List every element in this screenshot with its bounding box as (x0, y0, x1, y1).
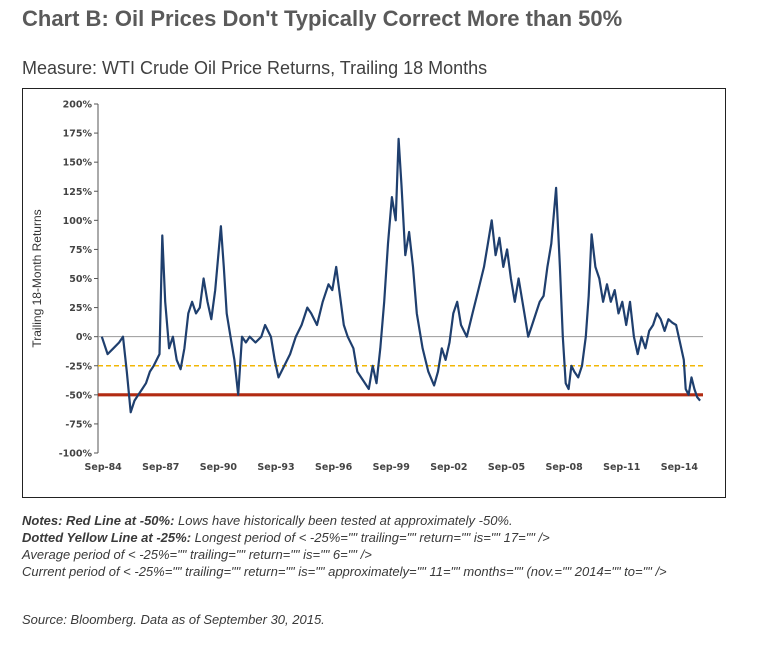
x-tick-label: Sep-87 (142, 462, 179, 473)
x-tick-label: Sep-96 (315, 462, 353, 473)
note-yellow-line-text: Longest period of < -25%="" trailing="" … (191, 530, 550, 545)
x-tick-label: Sep-11 (603, 462, 640, 473)
y-tick-label: 200% (63, 100, 93, 111)
x-tick-label: Sep-99 (373, 462, 410, 473)
y-tick-label: 0% (76, 332, 93, 343)
y-tick-label: -50% (65, 390, 92, 401)
y-tick-label: 75% (69, 245, 92, 256)
y-tick-label: 175% (63, 129, 93, 140)
x-tick-label: Sep-05 (488, 462, 525, 473)
chart-frame: 200% 175% 150% 125% 100% 75% 50% 25% 0% -25% -50% -… (22, 88, 726, 498)
chart-title: Chart B: Oil Prices Don't Typically Corr… (22, 6, 623, 31)
y-tick-label: 125% (63, 187, 93, 198)
x-tick-label: Sep-14 (661, 462, 699, 473)
note-red-line-label: Notes: Red Line at -50%: (22, 513, 175, 528)
y-tick-label: -75% (65, 419, 92, 430)
note-red-line-text: Lows have historically been tested at ap… (174, 513, 513, 528)
x-tick-label: Sep-02 (430, 462, 467, 473)
y-tick-label: 150% (63, 158, 93, 169)
y-tick-label: 25% (69, 303, 92, 314)
chart-subtitle: Measure: WTI Crude Oil Price Returns, Tr… (22, 58, 488, 78)
note-line-3: Average period of < -25%="" trailing="" … (22, 547, 372, 562)
note-line-4: Current period of < -25%="" trailing="" … (22, 564, 667, 579)
y-tick-label: 100% (63, 216, 93, 227)
x-tick-label: Sep-93 (257, 462, 294, 473)
notes-block: Notes: Red Line at -50%: Lows have histo… (22, 512, 742, 580)
y-tick-label: -25% (65, 361, 92, 372)
y-tick-label: 50% (69, 274, 92, 285)
x-tick-label: Sep-08 (546, 462, 584, 473)
source-note: Source: Bloomberg. Data as of September … (22, 612, 325, 627)
x-tick-label: Sep-84 (85, 462, 123, 473)
note-line-2: Dotted Yellow Line at -25%: Longest peri… (22, 529, 742, 546)
y-axis-label: Trailing 18-Month Returns (30, 209, 44, 347)
series-line (100, 137, 701, 414)
note-line-1: Notes: Red Line at -50%: Lows have histo… (22, 512, 742, 529)
note-yellow-line-label: Dotted Yellow Line at -25%: (22, 530, 192, 545)
line-chart: 200% 175% 150% 125% 100% 75% 50% 25% 0% -25% -50% -… (30, 100, 703, 473)
y-tick-label: -100% (59, 449, 93, 460)
x-tick-label: Sep-90 (200, 462, 238, 473)
